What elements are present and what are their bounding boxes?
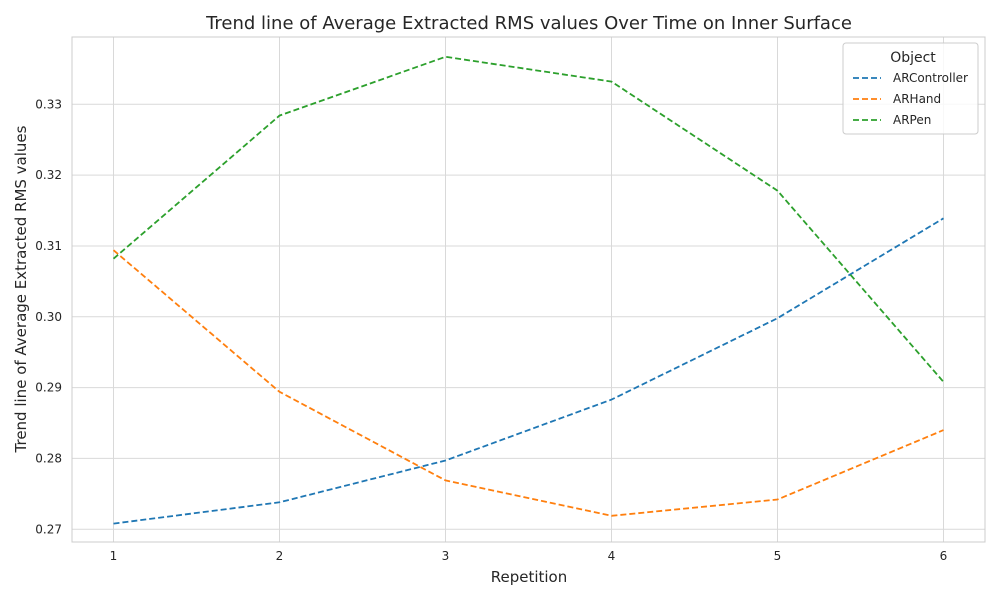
plot-frame — [71, 36, 986, 543]
chart-title: Trend line of Average Extracted RMS valu… — [205, 13, 852, 34]
x-tick-label: 5 — [774, 549, 782, 563]
legend: Object ARController ARHand ARPen — [842, 42, 979, 135]
y-tick-label: 0.30 — [35, 310, 62, 324]
x-tick-label: 2 — [276, 549, 284, 563]
y-axis-label: Trend line of Average Extracted RMS valu… — [12, 125, 30, 453]
legend-items: ARController ARHand ARPen — [853, 71, 968, 127]
y-tick-label: 0.27 — [35, 522, 62, 536]
tick-labels: 1 2 3 4 5 6 0.27 0.28 0.29 0.30 0.31 0.32 0.33 — [35, 97, 947, 563]
y-tick-label: 0.28 — [35, 451, 62, 465]
series-line-arhand — [112, 249, 944, 517]
legend-box — [842, 42, 979, 135]
x-tick-label: 3 — [442, 549, 450, 563]
series-line-arcontroller — [113, 217, 944, 525]
legend-label: ARHand — [893, 92, 941, 106]
y-tick-label: 0.31 — [35, 239, 62, 253]
y-tick-label: 0.29 — [35, 381, 62, 395]
series-lines — [112, 55, 945, 525]
legend-label: ARController — [893, 71, 968, 85]
y-tick-label: 0.33 — [35, 97, 62, 111]
legend-label: ARPen — [893, 113, 931, 127]
legend-title: Object — [890, 50, 936, 66]
x-tick-label: 1 — [110, 549, 118, 563]
x-axis-label: Repetition — [491, 568, 568, 586]
y-tick-label: 0.32 — [35, 168, 62, 182]
x-tick-label: 6 — [940, 549, 948, 563]
x-tick-label: 4 — [608, 549, 616, 563]
series-line-arpen — [112, 55, 945, 383]
